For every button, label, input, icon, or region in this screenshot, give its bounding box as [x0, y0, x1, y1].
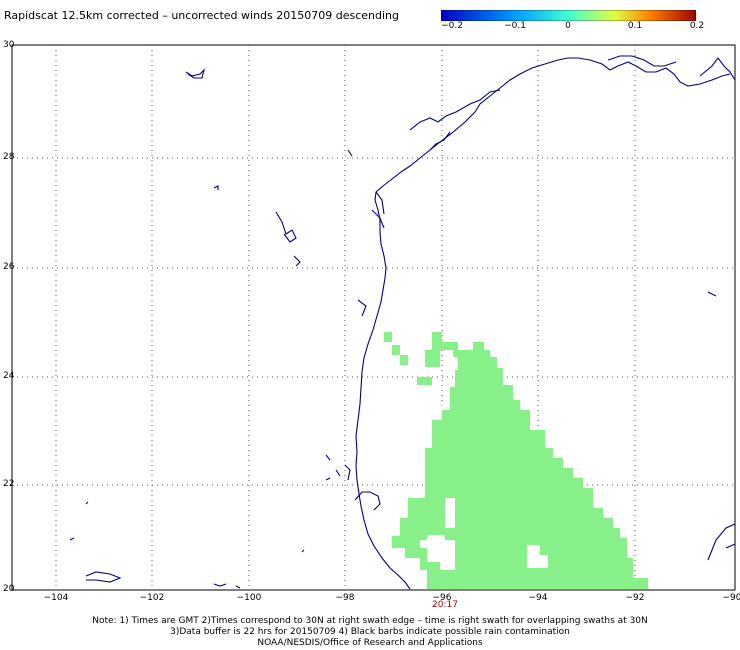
map-frame [11, 44, 736, 591]
lat-lon-grid [12, 45, 735, 590]
colorbar-tick-label: −0.2 [441, 21, 463, 31]
note-line-3: NOAA/NESDIS/Office of Research and Appli… [257, 638, 483, 648]
longitude-label: −90 [722, 593, 740, 603]
latitude-label: 30 [3, 40, 15, 50]
swath-patch [425, 350, 440, 367]
swath-gaps [420, 402, 548, 570]
swath-patch [392, 345, 400, 355]
note-line-2: 3)Data buffer is 22 hrs for 20150709 4) … [170, 627, 570, 637]
latitude-label: 20 [3, 584, 15, 594]
swath-patch [400, 355, 408, 365]
colorbar-tick-label: −0.1 [504, 21, 526, 31]
swath-data [384, 332, 648, 589]
color-scale-bar [441, 10, 696, 21]
colorbar-tick-label: 0 [565, 21, 571, 31]
swath-patch [417, 377, 432, 385]
coastline [69, 55, 736, 590]
longitude-label: −96 [432, 593, 452, 603]
latitude-label: 28 [3, 152, 15, 162]
longitude-label: −104 [43, 593, 69, 603]
latitude-label: 26 [3, 262, 15, 272]
longitude-label: −94 [528, 593, 548, 603]
note-line-1: Note: 1) Times are GMT 2)Times correspon… [92, 616, 648, 626]
longitude-label: −92 [625, 593, 645, 603]
colorbar-tick-label: 0.1 [627, 21, 643, 31]
longitude-label: −102 [139, 593, 165, 603]
swath-time-label: 20:17 [432, 600, 458, 610]
map-title: Rapidscat 12.5km corrected – uncorrected… [4, 9, 400, 22]
longitude-label: −98 [335, 593, 355, 603]
latitude-label: 24 [3, 371, 15, 381]
texas-gulf-coast [355, 57, 731, 590]
longitude-label: −100 [236, 593, 262, 603]
swath-region [392, 332, 648, 589]
colorbar-tick-label: 0.2 [689, 21, 705, 31]
swath-patch [384, 332, 392, 342]
latitude-label: 22 [3, 479, 15, 489]
